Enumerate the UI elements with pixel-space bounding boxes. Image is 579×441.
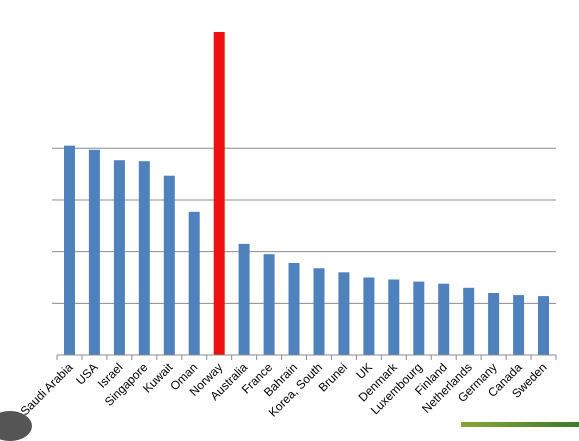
bar-korea-south	[313, 268, 325, 355]
bar-finland	[438, 283, 450, 355]
x-tick-label: Brunei	[316, 360, 350, 394]
gridlines	[52, 147, 556, 304]
bar-denmark	[388, 279, 400, 355]
axes	[56, 354, 557, 360]
bar-sweden	[538, 296, 549, 355]
bar-israel	[113, 160, 125, 355]
bar-oman	[188, 211, 200, 355]
bar-usa	[88, 149, 100, 355]
bar-canada	[513, 295, 525, 355]
bar-brunei	[338, 272, 350, 355]
bars	[64, 32, 549, 355]
x-tick-labels: Saudi ArabiaUSAIsraelSingaporeKuwaitOman…	[18, 360, 550, 420]
bar-france	[263, 254, 275, 355]
bar-uk	[363, 277, 375, 355]
bar-kuwait	[163, 175, 175, 355]
green-logo-strip-icon	[461, 422, 579, 427]
bar-norway	[213, 32, 225, 355]
bar-bahrain	[288, 263, 300, 355]
bar-singapore	[138, 161, 150, 355]
bar-australia	[238, 243, 250, 355]
bar-netherlands	[463, 287, 475, 355]
bar-chart: Saudi ArabiaUSAIsraelSingaporeKuwaitOman…	[18, 32, 557, 420]
x-tick-label: Saudi Arabia	[18, 360, 76, 418]
bar-saudi-arabia	[64, 145, 75, 355]
bar-luxembourg	[413, 281, 425, 355]
bar-germany	[488, 293, 500, 355]
